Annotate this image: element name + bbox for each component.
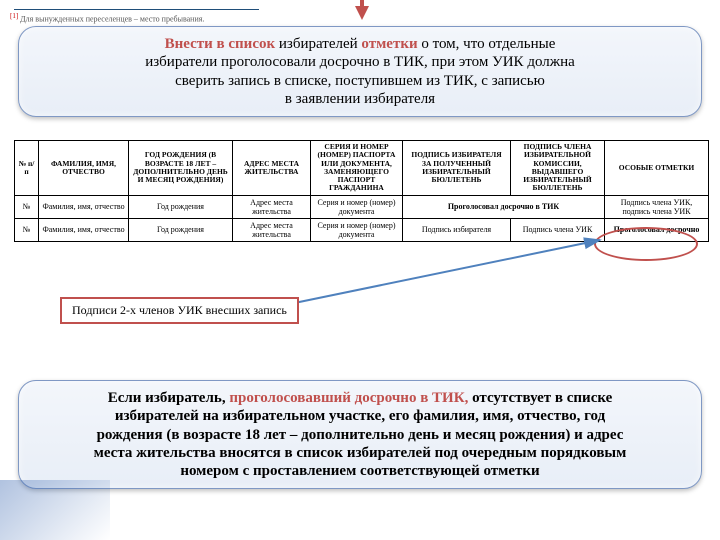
panel-top-line1: Внести в список избирателей отметки о то… <box>37 35 683 53</box>
top-rule <box>14 9 259 10</box>
th-mark: ОСОБЫЕ ОТМЕТКИ <box>605 141 709 196</box>
panel-top-line3: сверить запись в списке, поступившем из … <box>37 72 683 90</box>
th-n: № п/п <box>15 141 39 196</box>
td: Серия и номер (номер) документа <box>311 218 403 241</box>
footnote-marker: [1] <box>10 12 18 20</box>
callout-label: Подписи 2-х членов УИК внесших запись <box>72 303 287 317</box>
th-fio: ФАМИЛИЯ, ИМЯ, ОТЧЕСТВО <box>39 141 129 196</box>
td-voted-early: Проголосовал досрочно в ТИК <box>403 195 605 218</box>
arrow-down-icon <box>355 6 369 20</box>
t: проголосовавший досрочно в ТИК, <box>229 390 468 406</box>
panel-bottom-line1: Если избиратель, проголосовавший досрочн… <box>37 389 683 407</box>
table-row: № Фамилия, имя, отчество Год рождения Ад… <box>15 195 709 218</box>
th-sig1: ПОДПИСЬ ИЗБИРАТЕЛЯ ЗА ПОЛУЧЕННЫЙ ИЗБИРАТ… <box>403 141 511 196</box>
t: Если избиратель, <box>108 390 226 406</box>
th-year: ГОД РОЖДЕНИЯ (В ВОЗРАСТЕ 18 ЛЕТ – ДОПОЛН… <box>129 141 233 196</box>
table-header-row: № п/п ФАМИЛИЯ, ИМЯ, ОТЧЕСТВО ГОД РОЖДЕНИ… <box>15 141 709 196</box>
voters-table: № п/п ФАМИЛИЯ, ИМЯ, ОТЧЕСТВО ГОД РОЖДЕНИ… <box>14 140 709 242</box>
td: № <box>15 195 39 218</box>
td: Год рождения <box>129 218 233 241</box>
footnote: [1] Для вынужденных переселенцев – место… <box>10 12 204 24</box>
th-doc: СЕРИЯ И НОМЕР (НОМЕР) ПАСПОРТА ИЛИ ДОКУМ… <box>311 141 403 196</box>
td: № <box>15 218 39 241</box>
td: Подпись избирателя <box>403 218 511 241</box>
td: Фамилия, имя, отчество <box>39 195 129 218</box>
t: о том, что отдельные <box>421 36 555 52</box>
panel-bottom: Если избиратель, проголосовавший досрочн… <box>18 380 702 489</box>
t: избирателей <box>279 36 358 52</box>
td: Адрес места жительства <box>233 195 311 218</box>
panel-bottom-line2: избирателей на избирательном участке, ег… <box>37 407 683 425</box>
t: отсутствует в списке <box>472 390 612 406</box>
panel-bottom-line5: номером с проставлением соответствующей … <box>37 462 683 480</box>
connector-arrow-icon <box>270 232 630 312</box>
table-row: № Фамилия, имя, отчество Год рождения Ад… <box>15 218 709 241</box>
panel-top-line4: в заявлении избирателя <box>37 90 683 108</box>
panel-bottom-line3: рождения (в возрасте 18 лет – дополнител… <box>37 426 683 444</box>
t: Внести в список <box>165 36 276 52</box>
callout-signatures: Подписи 2-х членов УИК внесших запись <box>60 297 299 324</box>
td: Год рождения <box>129 195 233 218</box>
td: Адрес места жительства <box>233 218 311 241</box>
th-sig2: ПОДПИСЬ ЧЛЕНА ИЗБИРАТЕЛЬНОЙ КОМИССИИ, ВЫ… <box>511 141 605 196</box>
td: Серия и номер (номер) документа <box>311 195 403 218</box>
td-mark-early: Проголосовал досрочно <box>605 218 709 241</box>
td-mark: Подпись члена УИК, подпись члена УИК <box>605 195 709 218</box>
panel-top: Внести в список избирателей отметки о то… <box>18 26 702 117</box>
td: Фамилия, имя, отчество <box>39 218 129 241</box>
footnote-text: Для вынужденных переселенцев – место пре… <box>20 15 204 24</box>
t: отметки <box>361 36 417 52</box>
td: Подпись члена УИК <box>511 218 605 241</box>
th-addr: АДРЕС МЕСТА ЖИТЕЛЬСТВА <box>233 141 311 196</box>
panel-bottom-line4: места жительства вносятся в список избир… <box>37 444 683 462</box>
panel-top-line2: избиратели проголосовали досрочно в ТИК,… <box>37 53 683 71</box>
